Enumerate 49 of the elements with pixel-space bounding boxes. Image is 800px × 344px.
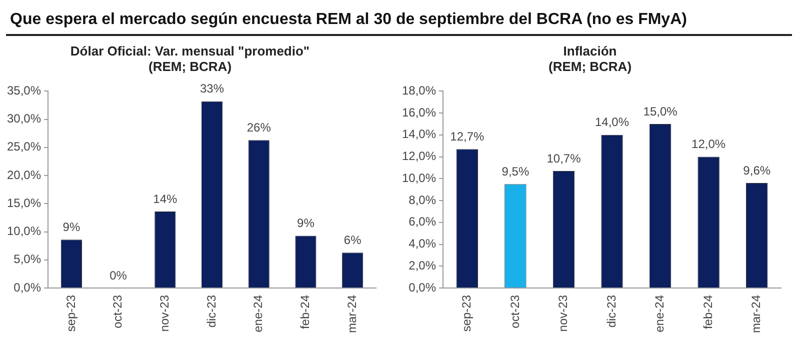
y-tick-label: 16,0%: [402, 105, 436, 120]
x-tick-label: nov-23: [556, 294, 570, 332]
x-tick-label: oct-23: [110, 294, 125, 328]
y-tick-label: 2,0%: [408, 258, 436, 272]
y-tick-label: 10,0%: [6, 224, 42, 238]
data-label: 14,0%: [594, 115, 630, 130]
y-tick-label: 15,0%: [6, 196, 42, 210]
data-label: 9,5%: [502, 164, 530, 178]
x-tick-label: sep-23: [64, 294, 78, 332]
chart-subtitle: Dólar Oficial: Var. mensual "promedio" (REM; BCRA): [70, 43, 310, 74]
x-tick-label: ene-24: [251, 294, 266, 332]
data-label: 0%: [110, 268, 128, 282]
x-tick-label: nov-23: [157, 294, 172, 332]
data-label: 14%: [153, 192, 178, 206]
y-tick-label: 4,0%: [408, 236, 436, 251]
y-tick-label: 6,0%: [408, 214, 436, 229]
y-tick-label: 20,0%: [6, 168, 42, 182]
y-tick-label: 0,0%: [408, 280, 436, 294]
data-label: 33%: [200, 82, 224, 96]
x-tick-label: ene-24: [652, 294, 667, 332]
y-tick-label: 14,0%: [402, 127, 436, 142]
y-tick-label: 10,0%: [402, 170, 436, 185]
data-label: 12,7%: [450, 129, 485, 144]
y-tick-label: 30,0%: [6, 112, 42, 126]
chart-title: Que espera el mercado según encuesta REM al 30 de septiembre del BCRA (no es FMyA): [6, 6, 792, 36]
data-label: 6%: [344, 232, 362, 247]
y-tick-label: 5,0%: [14, 252, 42, 266]
x-tick-label: sep-23: [459, 294, 474, 332]
y-tick-label: 18,0%: [402, 84, 436, 98]
data-label: 12,0%: [692, 137, 726, 152]
y-tick-label: 12,0%: [402, 149, 436, 164]
y-tick-label: 0,0%: [14, 280, 42, 294]
chart-subtitle: Inflación (REM; BCRA): [548, 43, 632, 74]
y-tick-label: 8,0%: [408, 192, 436, 207]
x-tick-label: feb-24: [298, 294, 312, 330]
y-tick-label: 25,0%: [6, 140, 42, 154]
y-tick-label: 35,0%: [6, 84, 42, 98]
x-tick-label: dic-23: [604, 294, 618, 328]
x-tick-label: dic-23: [204, 294, 218, 328]
data-label: 9%: [297, 216, 315, 230]
x-tick-label: oct-23: [508, 294, 522, 328]
x-tick-label: feb-24: [700, 294, 715, 330]
x-tick-label: mar-24: [749, 294, 764, 334]
data-label: 15,0%: [643, 104, 678, 118]
data-label: 26%: [246, 120, 272, 134]
x-tick-label: mar-24: [344, 294, 359, 334]
data-label: 9,6%: [743, 163, 771, 178]
data-label: 9%: [62, 220, 80, 234]
data-label: 10,7%: [546, 151, 582, 166]
